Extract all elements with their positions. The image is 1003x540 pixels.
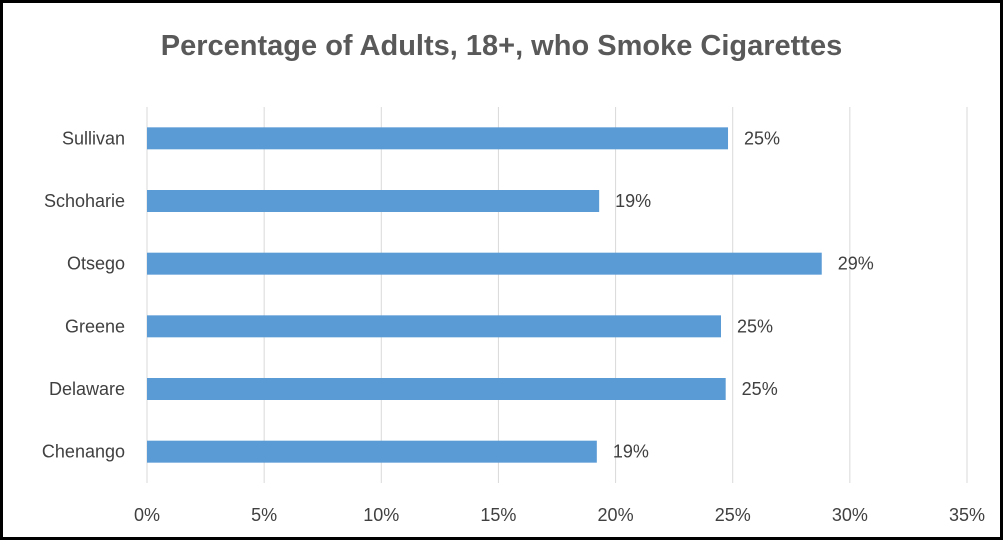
data-label: 25%	[742, 379, 778, 399]
category-labels: Chenango Delaware Greene Otsego Schoharie Sul…	[42, 128, 125, 461]
data-label: 25%	[737, 316, 773, 336]
bar-schoharie	[147, 190, 600, 212]
bars	[147, 127, 822, 463]
category-label: Chenango	[42, 442, 125, 462]
bar-otsego	[147, 252, 822, 275]
data-label: 19%	[615, 191, 651, 211]
data-labels: 19% 25% 25% 29% 19% 25%	[613, 128, 874, 461]
data-label: 29%	[838, 254, 874, 274]
category-label: Greene	[65, 316, 125, 336]
x-tick-label: 35%	[949, 505, 985, 525]
bar-sullivan	[147, 127, 729, 150]
chart-title: Percentage of Adults, 18+, who Smoke Cig…	[160, 30, 843, 62]
x-tick-label: 20%	[598, 505, 634, 525]
bar-chenango	[147, 440, 597, 463]
x-tick-label: 25%	[715, 505, 751, 525]
data-label: 25%	[744, 128, 780, 148]
x-axis-tick-labels: 0% 5% 10% 15% 20% 25% 30% 35%	[134, 505, 985, 525]
category-label: Schoharie	[44, 191, 125, 211]
category-label: Otsego	[67, 254, 125, 274]
category-label: Sullivan	[62, 128, 125, 148]
data-label: 19%	[613, 442, 649, 462]
x-tick-label: 10%	[363, 505, 399, 525]
x-tick-label: 5%	[251, 505, 277, 525]
x-tick-label: 0%	[134, 505, 160, 525]
bar-greene	[147, 315, 721, 338]
gridlines	[146, 107, 968, 483]
bar-delaware	[147, 378, 726, 400]
category-label: Delaware	[49, 379, 125, 399]
x-tick-label: 30%	[832, 505, 868, 525]
x-tick-label: 15%	[480, 505, 516, 525]
